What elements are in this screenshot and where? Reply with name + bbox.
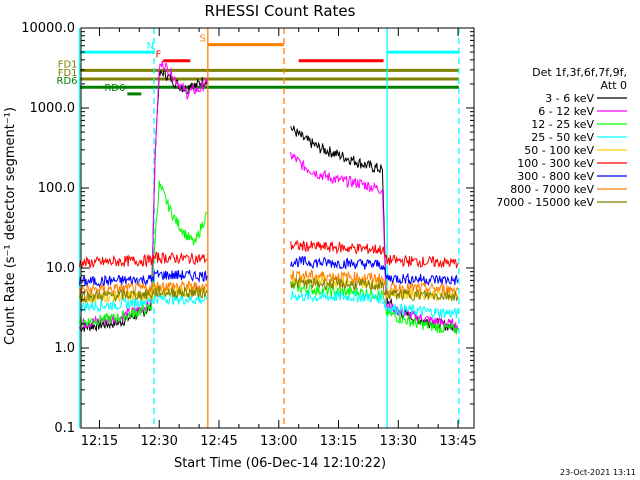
series-line — [290, 280, 459, 336]
state-bar-label: RD6 — [57, 76, 78, 87]
x-tick-label: 12:30 — [140, 434, 177, 449]
plot-frame — [80, 27, 475, 429]
y-tick-label: 0.1 — [54, 421, 75, 436]
series-line — [79, 269, 208, 289]
series-line — [290, 255, 459, 287]
x-tick-label: 13:45 — [439, 434, 476, 449]
series-line — [290, 269, 459, 296]
y-axis: 0.1 1.0 10.0 100.0 1000.0 10000.0 — [21, 21, 474, 436]
series-line — [79, 292, 208, 313]
legend-entry-label: 100 - 300 keV — [517, 157, 594, 170]
state-bar-label: S — [199, 34, 205, 45]
legend-entry-label: 7000 - 15000 keV — [496, 196, 594, 209]
series-line — [79, 180, 208, 327]
series-line — [290, 290, 459, 320]
series-line — [79, 285, 208, 303]
state-bar-label: F — [155, 50, 161, 61]
x-axis: 12:15 12:30 12:45 13:00 13:15 13:30 13:45 — [81, 28, 477, 449]
x-tick-label: 13:30 — [380, 434, 417, 449]
y-tick-label: 100.0 — [38, 181, 75, 196]
y-axis-label: Count Rate (s⁻¹ detector segment⁻¹) — [3, 107, 18, 345]
series-line — [290, 151, 459, 333]
legend-entry-label: 12 - 25 keV — [531, 118, 594, 131]
state-bar-label: FD1 — [58, 68, 78, 79]
series-line — [79, 68, 208, 334]
legend-entry-label: 6 - 12 keV — [538, 105, 594, 118]
series-line — [290, 125, 459, 333]
x-tick-label: 13:15 — [320, 434, 357, 449]
series-line — [290, 239, 459, 269]
x-tick-label: 13:00 — [260, 434, 297, 449]
time-markers — [78, 28, 460, 428]
x-axis-label: Start Time (06-Dec-14 12:10:22) — [174, 456, 386, 471]
series-line — [79, 60, 208, 330]
y-tick-label: 10.0 — [46, 261, 75, 276]
state-bar-label: RD6 — [104, 83, 125, 94]
series-line — [290, 276, 459, 302]
state-bar-label: N — [147, 41, 154, 52]
legend-entry-label: 50 - 100 keV — [524, 144, 594, 157]
x-tick-label: 12:45 — [200, 434, 237, 449]
series-line — [79, 251, 208, 270]
timestamp: 23-Oct-2021 13:11 — [560, 468, 636, 477]
series-lines — [79, 60, 459, 336]
legend-header: Det 1f,3f,6f,7f,9f, — [532, 66, 627, 79]
y-tick-label: 1000.0 — [30, 101, 76, 116]
state-bar-label: FD1 — [58, 59, 78, 70]
legend-entry-label: 300 - 800 keV — [517, 170, 594, 183]
y-tick-label: 1.0 — [54, 341, 75, 356]
legend-header: Att 0 — [601, 79, 627, 92]
x-tick-label: 12:15 — [81, 434, 118, 449]
y-tick-label: 10000.0 — [21, 21, 75, 36]
chart-title: RHESSI Count Rates — [205, 2, 356, 20]
legend-entry-label: 800 - 7000 keV — [510, 183, 594, 196]
legend-entry-label: 3 - 6 keV — [545, 92, 594, 105]
legend-entry-label: 25 - 50 keV — [531, 131, 594, 144]
